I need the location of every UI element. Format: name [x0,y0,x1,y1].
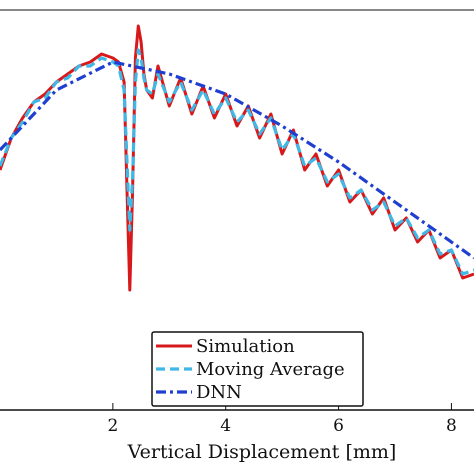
legend-label: Moving Average [196,359,345,380]
legend-label: Simulation [196,336,295,357]
series-layer [0,24,474,292]
x-tick-label: 4 [220,416,231,436]
x-axis-label: Vertical Displacement [mm] [127,441,397,463]
x-ticks: 2 4 6 8 [107,403,457,436]
x-tick-label: 6 [333,416,344,436]
x-tick-label: 8 [446,416,457,436]
legend-box [151,331,364,407]
series-line-moving-average [0,48,474,276]
x-tick-label: 2 [107,416,118,436]
legend-label: DNN [196,382,242,403]
series-line-simulation [0,24,474,292]
series-line-dnn [0,60,474,260]
